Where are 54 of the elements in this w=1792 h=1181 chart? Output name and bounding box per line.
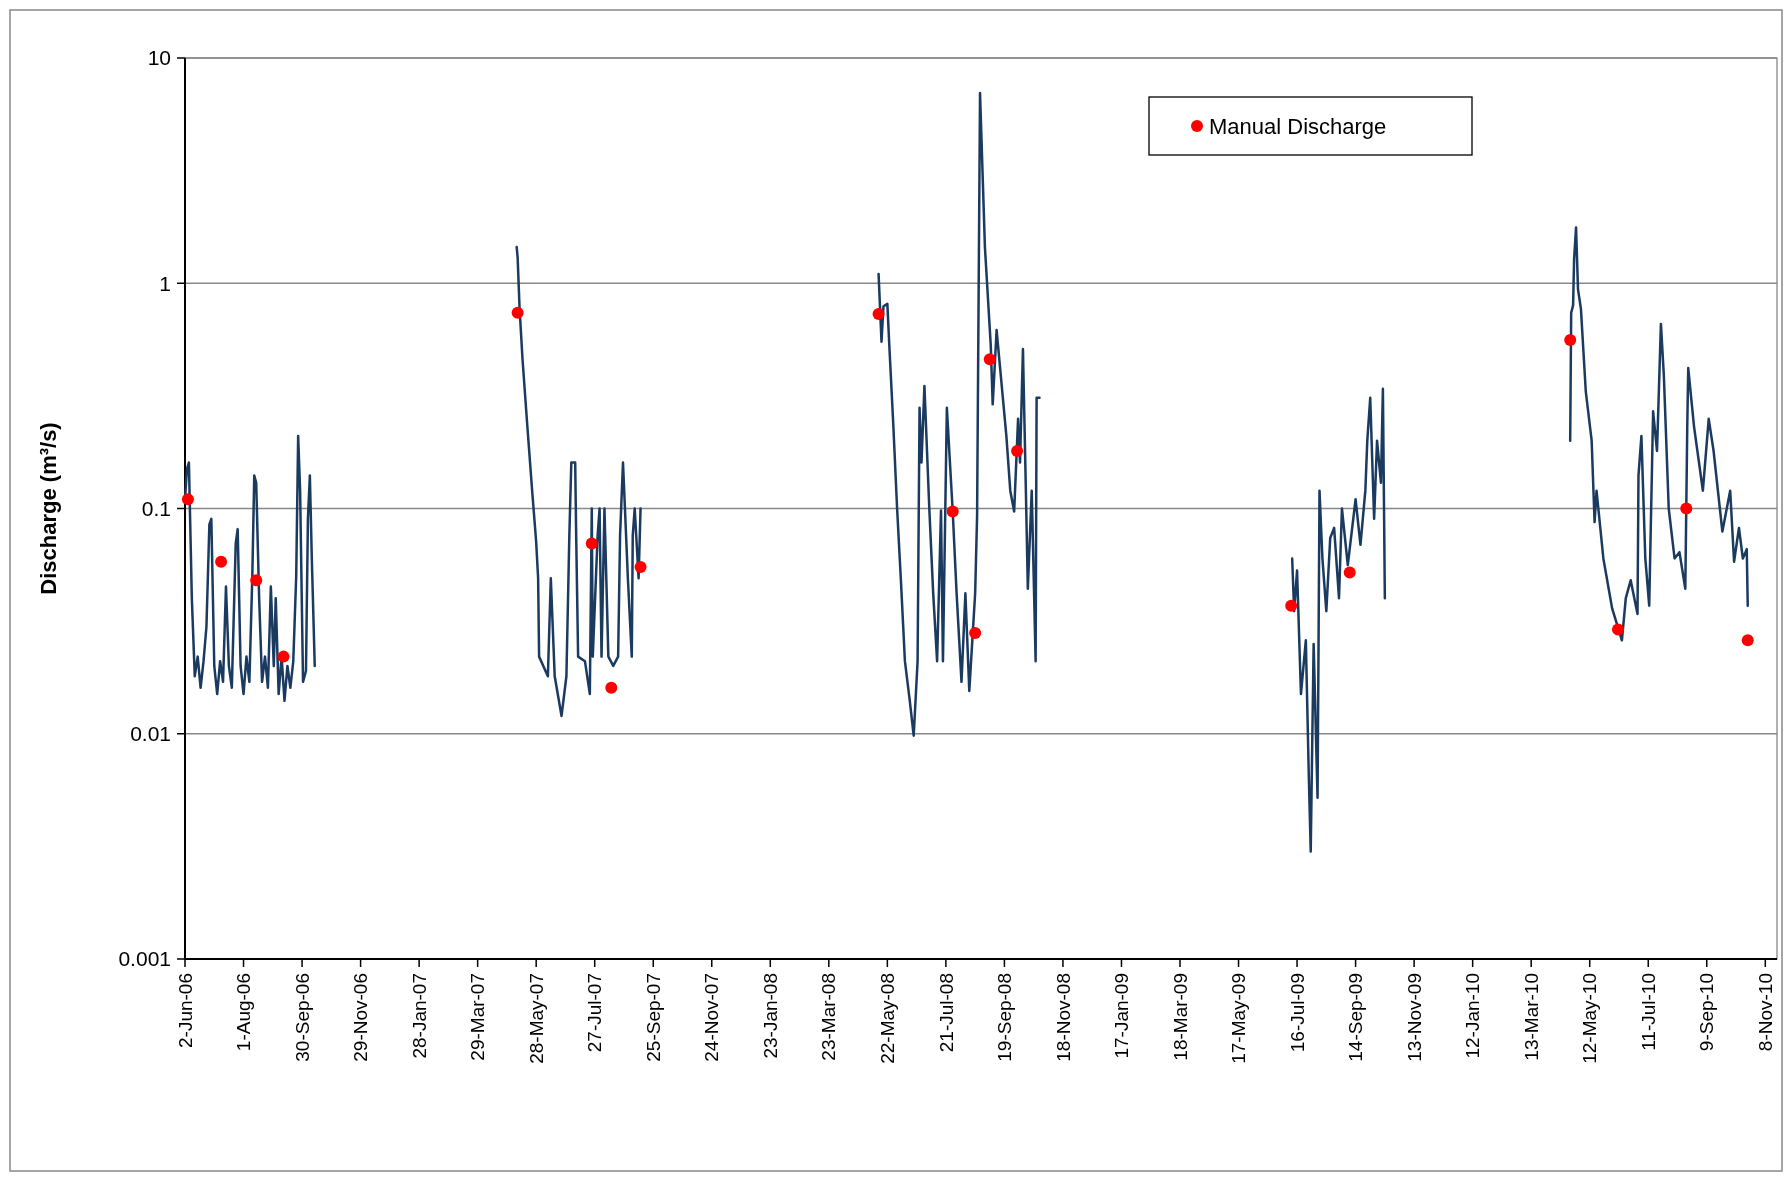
x-tick-label: 16-Jul-09 [1286,973,1308,1053]
x-tick-label: 9-Sep-10 [1696,973,1718,1052]
point [872,308,885,321]
x-tick-label: 27-Jul-07 [584,973,606,1053]
point [1011,445,1024,457]
point [946,505,959,518]
x-tick-label: 28-May-07 [525,973,547,1064]
y-tick-label: 1 [159,271,171,295]
x-tick-label: 11-Jul-10 [1637,973,1659,1051]
y-tick-label: 0.001 [118,947,171,971]
x-tick-label: 13-Mar-10 [1520,973,1542,1061]
point [983,353,996,366]
x-tick-label: 18-Nov-08 [1052,973,1074,1062]
point [511,306,524,319]
x-tick-label: 21-Jul-08 [935,973,957,1053]
x-tick-label: 18-Mar-09 [1169,973,1191,1061]
point [969,627,982,640]
x-tick-label: 23-Jan-08 [759,973,781,1059]
x-tick-label: 12-Jan-10 [1462,973,1484,1059]
x-tick-label: 30-Sep-06 [291,973,313,1062]
y-axis-title: Discharge (m³/s) [36,422,61,595]
y-tick-label: 10 [147,46,171,70]
x-tick-label: 1-Aug-06 [233,973,255,1052]
x-tick-label: 25-Sep-07 [642,973,664,1062]
x-tick-label: 12-May-10 [1579,973,1601,1064]
x-tick-label: 29-Nov-06 [350,973,372,1062]
x-tick-label: 14-Sep-09 [1345,973,1367,1062]
point [1741,634,1754,647]
x-tick-label: 19-Sep-08 [994,973,1016,1062]
x-tick-label: 8-Nov-10 [1754,973,1776,1052]
x-tick-label: 17-Jan-09 [1111,973,1133,1059]
point [215,555,228,568]
x-tick-label: 2-Jun-06 [174,973,196,1048]
point [277,650,290,663]
point [250,574,263,587]
point [605,681,618,694]
y-tick-label: 0.01 [130,722,171,746]
x-tick-label: 28-Jan-07 [408,973,430,1059]
point [181,493,194,506]
point [634,560,647,573]
point [1285,599,1298,612]
point [1612,623,1624,636]
x-tick-label: 22-May-08 [877,973,898,1064]
x-tick-label: 29-Mar-07 [467,973,489,1061]
point [1343,566,1356,579]
point [585,537,598,550]
y-tick-label: 0.1 [141,496,171,520]
legend-label: Manual Discharge [1209,113,1387,139]
x-tick-label: 24-Nov-07 [701,973,723,1062]
point [1564,333,1577,346]
x-tick-label: 17-May-09 [1228,973,1250,1064]
point [1680,502,1693,515]
x-tick-label: 23-Mar-08 [818,973,840,1061]
x-tick-label: 13-Nov-09 [1403,973,1425,1062]
